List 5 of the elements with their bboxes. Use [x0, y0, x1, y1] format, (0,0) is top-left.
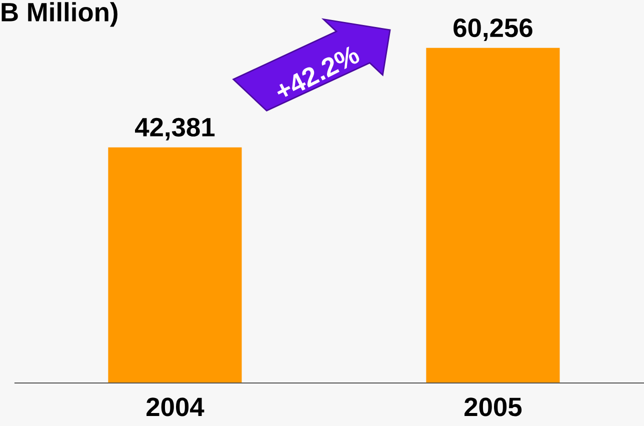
chart-title: B Million): [2, 2, 118, 27]
data-label: 42,381: [135, 118, 215, 140]
x-tick-label: 2005: [464, 398, 522, 416]
x-tick-label: 2004: [146, 398, 204, 416]
data-label: 60,256: [454, 18, 532, 41]
